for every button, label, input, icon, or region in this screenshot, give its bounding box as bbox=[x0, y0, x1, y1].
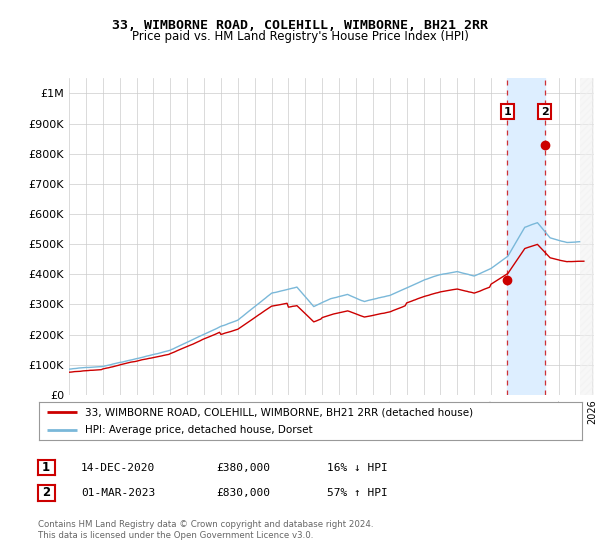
Text: £380,000: £380,000 bbox=[216, 463, 270, 473]
Text: This data is licensed under the Open Government Licence v3.0.: This data is licensed under the Open Gov… bbox=[38, 531, 313, 540]
Text: 33, WIMBORNE ROAD, COLEHILL, WIMBORNE, BH21 2RR (detached house): 33, WIMBORNE ROAD, COLEHILL, WIMBORNE, B… bbox=[85, 407, 473, 417]
Text: Price paid vs. HM Land Registry's House Price Index (HPI): Price paid vs. HM Land Registry's House … bbox=[131, 30, 469, 43]
Text: HPI: Average price, detached house, Dorset: HPI: Average price, detached house, Dors… bbox=[85, 425, 313, 435]
Text: 16% ↓ HPI: 16% ↓ HPI bbox=[327, 463, 388, 473]
Text: 33, WIMBORNE ROAD, COLEHILL, WIMBORNE, BH21 2RR: 33, WIMBORNE ROAD, COLEHILL, WIMBORNE, B… bbox=[112, 18, 488, 32]
Text: 1: 1 bbox=[503, 106, 511, 116]
Text: 2: 2 bbox=[42, 486, 50, 500]
Text: 2: 2 bbox=[541, 106, 548, 116]
Text: 1: 1 bbox=[42, 461, 50, 474]
Text: 57% ↑ HPI: 57% ↑ HPI bbox=[327, 488, 388, 498]
Text: £830,000: £830,000 bbox=[216, 488, 270, 498]
Bar bbox=[507, 78, 545, 395]
Text: Contains HM Land Registry data © Crown copyright and database right 2024.: Contains HM Land Registry data © Crown c… bbox=[38, 520, 373, 529]
Bar bbox=[580, 78, 600, 395]
Text: 14-DEC-2020: 14-DEC-2020 bbox=[81, 463, 155, 473]
Text: 01-MAR-2023: 01-MAR-2023 bbox=[81, 488, 155, 498]
